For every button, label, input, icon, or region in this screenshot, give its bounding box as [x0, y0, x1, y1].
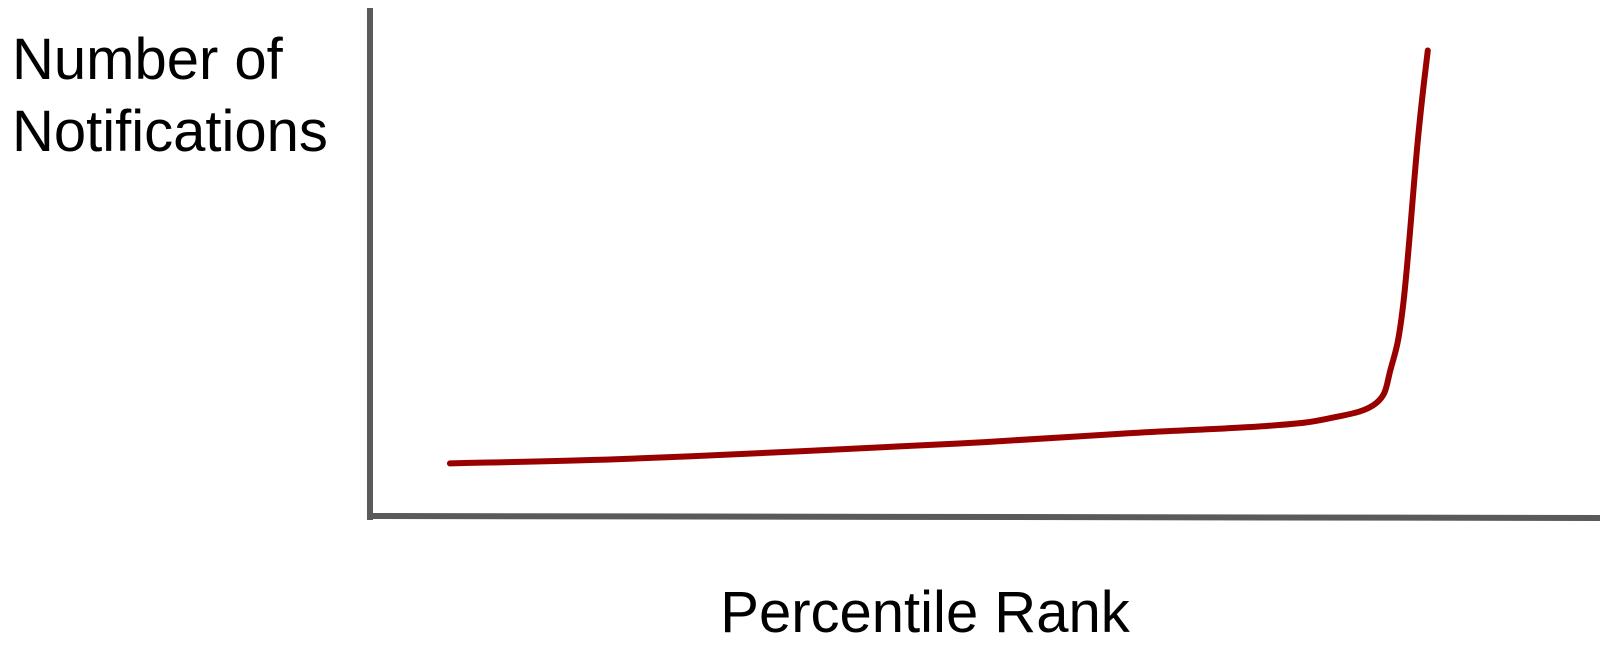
x-axis [366, 513, 1600, 521]
y-axis-label: Number of Notifications [12, 24, 328, 168]
y-axis-label-line-1: Number of [12, 27, 283, 92]
series-line-0 [446, 47, 1431, 467]
y-axis-label-line-2: Notifications [12, 99, 328, 164]
x-axis-label: Percentile Rank [720, 580, 1130, 645]
series-layer [446, 47, 1431, 467]
